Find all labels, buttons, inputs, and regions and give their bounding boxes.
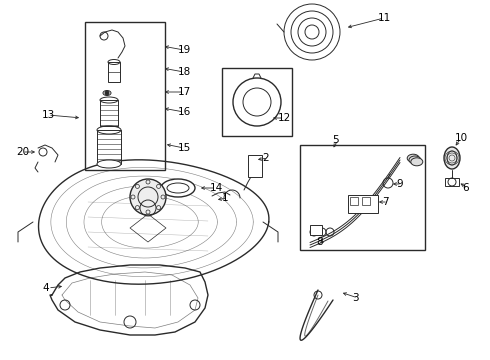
Bar: [248, 155, 262, 177]
Text: 6: 6: [462, 183, 468, 193]
Text: 1: 1: [222, 193, 229, 203]
Text: 9: 9: [396, 179, 403, 189]
Ellipse shape: [167, 183, 189, 193]
Text: 19: 19: [178, 45, 191, 55]
Text: 3: 3: [352, 293, 359, 303]
Bar: [108, 62, 120, 82]
Text: 7: 7: [382, 197, 389, 207]
Ellipse shape: [444, 147, 460, 169]
Text: 10: 10: [455, 133, 468, 143]
Ellipse shape: [161, 179, 195, 197]
Text: 18: 18: [178, 67, 191, 77]
Text: 15: 15: [178, 143, 191, 153]
Bar: [100, 100, 118, 126]
Ellipse shape: [407, 154, 419, 162]
Text: 5: 5: [332, 135, 339, 145]
Bar: [222, 68, 292, 136]
Text: 14: 14: [210, 183, 223, 193]
Circle shape: [130, 179, 166, 215]
Bar: [362, 197, 370, 205]
Bar: [97, 130, 121, 164]
Bar: [300, 145, 425, 250]
Ellipse shape: [97, 160, 121, 168]
Bar: [348, 195, 378, 213]
Bar: [310, 225, 322, 235]
Text: 20: 20: [16, 147, 29, 157]
Text: 11: 11: [378, 13, 391, 23]
Ellipse shape: [409, 156, 421, 164]
Text: 13: 13: [42, 110, 55, 120]
Bar: [85, 22, 165, 170]
Bar: [445, 178, 459, 186]
Text: 12: 12: [278, 113, 291, 123]
Text: 17: 17: [178, 87, 191, 97]
Bar: [350, 197, 358, 205]
Text: 16: 16: [178, 107, 191, 117]
Text: 8: 8: [316, 237, 322, 247]
Circle shape: [105, 91, 109, 95]
Ellipse shape: [411, 158, 423, 166]
Text: 4: 4: [42, 283, 49, 293]
Text: 2: 2: [262, 153, 269, 163]
